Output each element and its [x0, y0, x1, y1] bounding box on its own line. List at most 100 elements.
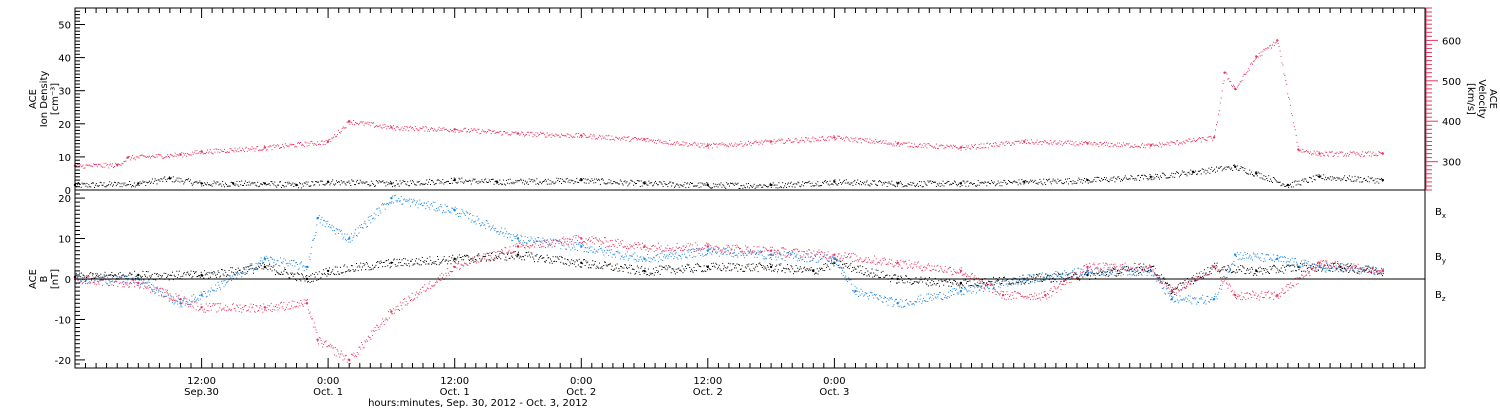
data-point: [1102, 179, 1104, 181]
data-point: [263, 268, 265, 270]
data-point: [483, 256, 485, 257]
data-point: [728, 146, 730, 148]
data-point: [1108, 274, 1110, 276]
data-point: [1297, 148, 1300, 151]
data-point: [1310, 177, 1312, 179]
data-point: [398, 129, 400, 131]
data-point: [998, 145, 1000, 147]
data-point: [243, 267, 245, 269]
data-point: [353, 120, 355, 121]
data-point: [488, 254, 490, 256]
data-point: [1380, 152, 1382, 154]
data-point: [664, 268, 666, 270]
data-point: [1249, 268, 1251, 270]
data-point: [1050, 281, 1052, 283]
data-point: [843, 140, 845, 142]
data-point: [377, 261, 379, 262]
data-point: [599, 134, 600, 136]
data-point: [740, 268, 742, 270]
data-point: [955, 183, 957, 185]
data-point: [1324, 155, 1326, 157]
data-point: [294, 146, 296, 148]
data-point: [869, 272, 871, 274]
data-point: [720, 182, 722, 184]
data-point: [927, 279, 929, 281]
data-point: [347, 270, 349, 272]
data-point: [1020, 283, 1022, 285]
data-point: [830, 136, 832, 138]
data-point: [226, 185, 228, 187]
data-point: [458, 254, 460, 256]
data-point: [819, 136, 821, 138]
data-point: [639, 186, 641, 187]
data-point: [632, 137, 634, 139]
data-point: [1153, 178, 1155, 180]
data-point: [849, 184, 851, 186]
data-point: [1220, 270, 1221, 272]
data-point: [1382, 180, 1384, 182]
data-point: [870, 142, 872, 144]
data-point: [1029, 179, 1031, 181]
data-point: [1225, 71, 1227, 73]
data-point: [973, 279, 975, 281]
data-point: [375, 180, 377, 182]
data-point: [1033, 180, 1035, 182]
data-point: [639, 139, 641, 141]
data-point: [686, 263, 688, 265]
data-point: [113, 166, 115, 167]
data-point: [896, 282, 897, 284]
data-point: [346, 266, 348, 268]
data-point: [988, 181, 990, 183]
data-point: [634, 136, 636, 138]
data-point: [1097, 272, 1099, 274]
data-point: [476, 131, 478, 133]
data-point: [1041, 280, 1043, 282]
data-point: [1167, 285, 1169, 286]
data-point: [893, 184, 895, 186]
data-point: [954, 145, 956, 147]
data-point: [394, 185, 396, 187]
data-point: [83, 182, 85, 184]
data-point: [287, 273, 289, 275]
data-point: [1349, 151, 1351, 153]
data-point: [1048, 143, 1050, 145]
data-point: [1057, 275, 1059, 277]
data-point: [1242, 75, 1244, 77]
data-point: [559, 136, 561, 138]
data-point: [176, 300, 178, 302]
y-tick-label: 0: [65, 186, 71, 197]
data-point: [129, 181, 131, 182]
data-point: [165, 273, 167, 274]
data-point: [597, 138, 599, 140]
data-point: [409, 185, 411, 187]
data-point: [174, 276, 176, 277]
data-point: [300, 187, 302, 189]
data-point: [928, 277, 930, 278]
data-point: [619, 139, 621, 141]
data-point: [684, 141, 686, 143]
data-point: [1015, 141, 1017, 142]
data-point: [218, 149, 220, 150]
data-point: [696, 185, 698, 187]
data-point: [760, 184, 762, 186]
data-point: [802, 271, 804, 272]
data-point: [745, 187, 747, 189]
data-point: [1058, 272, 1059, 274]
data-point: [404, 125, 406, 127]
data-point: [375, 125, 377, 127]
data-point: [235, 269, 237, 270]
data-point: [1272, 44, 1273, 46]
y-axis-title: [cm⁻³]: [50, 83, 61, 115]
data-point: [907, 183, 909, 185]
data-point: [464, 256, 466, 258]
data-point: [1307, 181, 1309, 183]
data-point: [797, 267, 799, 269]
data-point: [1197, 170, 1199, 172]
data-point: [1340, 269, 1342, 271]
data-point: [783, 142, 785, 144]
data-point: [917, 185, 919, 187]
data-point: [140, 279, 142, 281]
data-point: [698, 265, 700, 267]
data-point: [1193, 283, 1194, 285]
data-point: [1094, 273, 1096, 275]
